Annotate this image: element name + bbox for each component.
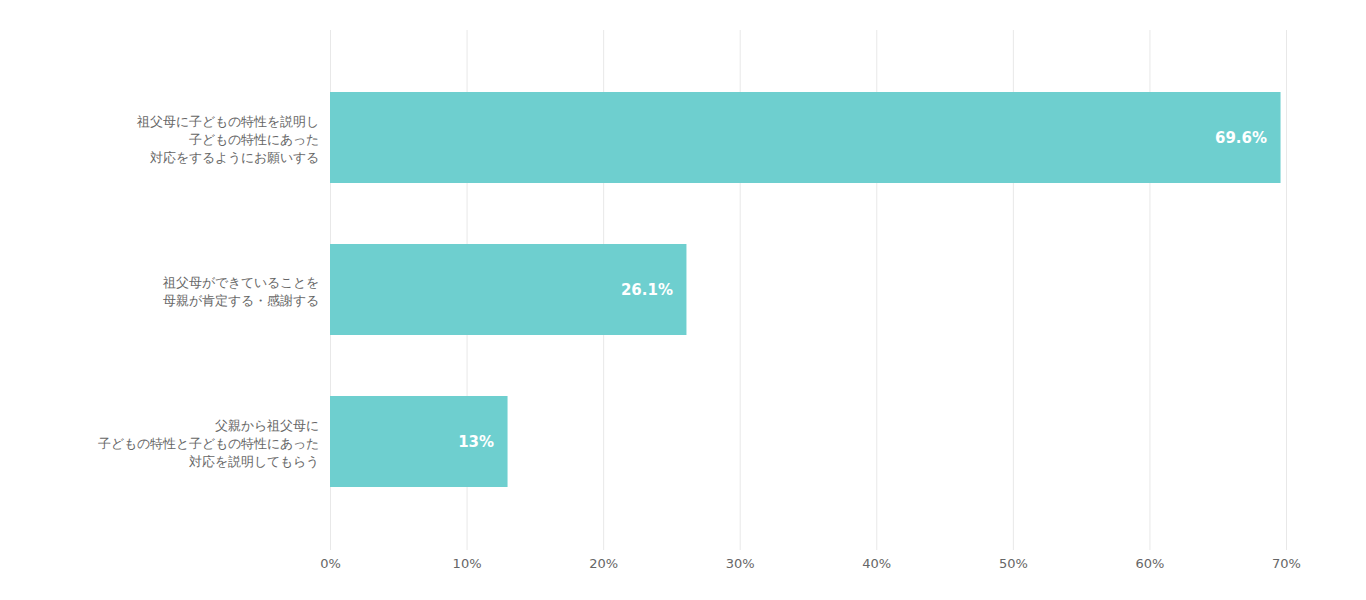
svg-text:祖父母に子どもの特性を説明し子どもの特性にあった対応をするよ: 祖父母に子どもの特性を説明し子どもの特性にあった対応をするようにお願いする bbox=[137, 114, 319, 165]
svg-text:10%: 10% bbox=[453, 556, 482, 571]
svg-text:20%: 20% bbox=[589, 556, 618, 571]
svg-text:13%: 13% bbox=[458, 433, 494, 451]
svg-text:26.1%: 26.1% bbox=[621, 281, 673, 299]
svg-text:70%: 70% bbox=[1272, 556, 1301, 571]
svg-text:祖父母ができていることを母親が肯定する・感謝する: 祖父母ができていることを母親が肯定する・感謝する bbox=[163, 275, 319, 308]
svg-text:40%: 40% bbox=[862, 556, 891, 571]
svg-text:60%: 60% bbox=[1135, 556, 1164, 571]
svg-text:30%: 30% bbox=[726, 556, 755, 571]
svg-text:69.6%: 69.6% bbox=[1215, 129, 1267, 147]
svg-text:50%: 50% bbox=[999, 556, 1028, 571]
svg-text:0%: 0% bbox=[320, 556, 341, 571]
svg-text:父親から祖父母に子どもの特性と子どもの特性にあった対応を説明: 父親から祖父母に子どもの特性と子どもの特性にあった対応を説明してもらう bbox=[98, 418, 319, 469]
